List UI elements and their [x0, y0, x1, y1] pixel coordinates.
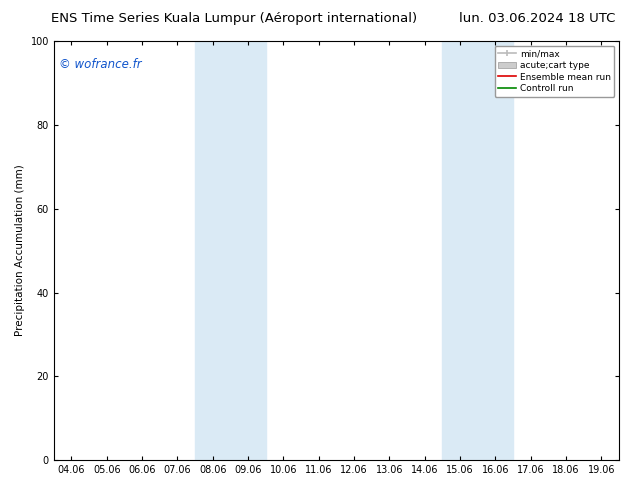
Text: © wofrance.fr: © wofrance.fr [60, 58, 142, 71]
Y-axis label: Precipitation Accumulation (mm): Precipitation Accumulation (mm) [15, 165, 25, 337]
Text: lun. 03.06.2024 18 UTC: lun. 03.06.2024 18 UTC [458, 12, 615, 25]
Legend: min/max, acute;cart type, Ensemble mean run, Controll run: min/max, acute;cart type, Ensemble mean … [495, 46, 614, 97]
Bar [195, 41, 266, 460]
Bar [443, 41, 513, 460]
Text: ENS Time Series Kuala Lumpur (Aéroport international): ENS Time Series Kuala Lumpur (Aéroport i… [51, 12, 417, 25]
